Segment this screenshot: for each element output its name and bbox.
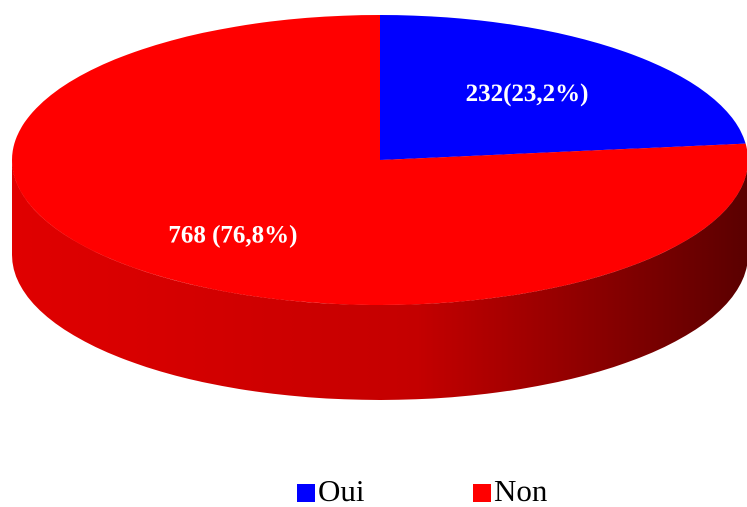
legend-label: Oui [318,473,365,507]
data-label: 232(23,2%) [466,80,589,107]
slice [380,15,746,160]
slice [12,15,747,305]
data-label: 768 (76,8%) [168,222,297,249]
legend-swatch [473,484,491,502]
legend-swatch [297,484,315,502]
slice-side [12,160,747,400]
legend-label: Non [494,473,548,507]
